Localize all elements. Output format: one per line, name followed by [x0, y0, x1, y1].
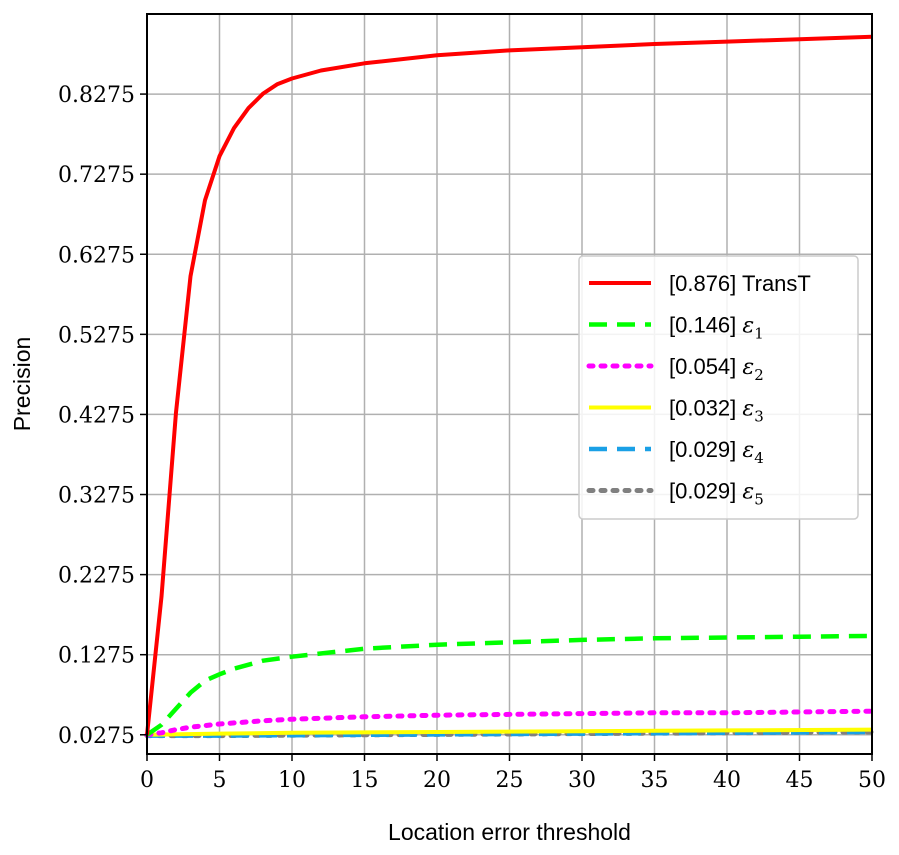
- legend-entry-2: [0.146] ε1: [669, 313, 764, 343]
- x-tick-label: 45: [786, 768, 814, 793]
- legend: [0.876] TransT[0.146] ε1[0.054] ε2[0.032…: [578, 255, 859, 520]
- x-tick-label: 35: [641, 768, 669, 793]
- legend-value: [0.029]: [669, 437, 742, 462]
- tick-marks: [140, 93, 873, 761]
- x-tick-label: 5: [213, 768, 227, 793]
- legend-entry-4: [0.032] ε3: [669, 396, 764, 426]
- x-tick-label: 15: [351, 768, 379, 793]
- legend-value: [0.876]: [669, 271, 742, 296]
- legend-value: [0.032]: [669, 396, 742, 421]
- x-tick-labels: 0 5 10 15 20 25 30 35 40 45 50: [140, 768, 886, 793]
- legend-symbol: ε: [742, 397, 754, 422]
- x-tick-label: 10: [278, 768, 306, 793]
- legend-subscript: 5: [754, 491, 764, 509]
- y-axis-label: Precision: [9, 337, 35, 432]
- legend-subscript: 4: [754, 449, 764, 467]
- legend-symbol: ε: [742, 355, 754, 380]
- legend-label: TransT: [742, 271, 811, 296]
- y-tick-label: 0.1275: [58, 644, 135, 669]
- legend-subscript: 2: [754, 366, 764, 384]
- legend-subscript: 3: [754, 408, 764, 426]
- y-tick-label: 0.5275: [58, 323, 135, 348]
- x-tick-label: 25: [496, 768, 524, 793]
- legend-entry-3: [0.054] ε2: [669, 354, 764, 384]
- legend-box: [578, 255, 859, 520]
- x-tick-label: 40: [713, 768, 741, 793]
- legend-symbol: ε: [742, 438, 754, 463]
- legend-entry-6: [0.029] ε5: [669, 479, 764, 509]
- y-tick-label: 0.4275: [58, 403, 135, 428]
- legend-symbol: ε: [742, 480, 754, 505]
- y-tick-label: 0.2275: [58, 564, 135, 589]
- legend-value: [0.029]: [669, 479, 742, 504]
- legend-symbol: ε: [742, 314, 754, 339]
- y-tick-label: 0.0275: [58, 724, 135, 749]
- x-tick-label: 20: [423, 768, 451, 793]
- x-tick-label: 0: [140, 768, 154, 793]
- y-tick-labels: 0.0275 0.1275 0.2275 0.3275 0.4275 0.5275 0.62…: [58, 83, 135, 749]
- y-tick-label: 0.7275: [58, 163, 135, 188]
- legend-value: [0.146]: [669, 313, 742, 338]
- legend-subscript: 1: [754, 325, 764, 343]
- x-tick-label: 50: [858, 768, 886, 793]
- series-line-3: [144, 708, 875, 738]
- series-lines: [144, 34, 875, 739]
- legend-entry-1: [0.876] TransT: [669, 271, 811, 296]
- y-tick-label: 0.6275: [58, 243, 135, 268]
- x-axis-label: Location error threshold: [388, 819, 631, 845]
- legend-entry-5: [0.029] ε4: [669, 437, 764, 467]
- series-line-4: [146, 727, 873, 737]
- series-line-2: [145, 633, 873, 737]
- x-tick-label: 30: [568, 768, 596, 793]
- legend-value: [0.054]: [669, 354, 742, 379]
- y-tick-label: 0.8275: [58, 83, 135, 108]
- y-tick-label: 0.3275: [58, 484, 135, 509]
- series-line-1: [145, 34, 873, 736]
